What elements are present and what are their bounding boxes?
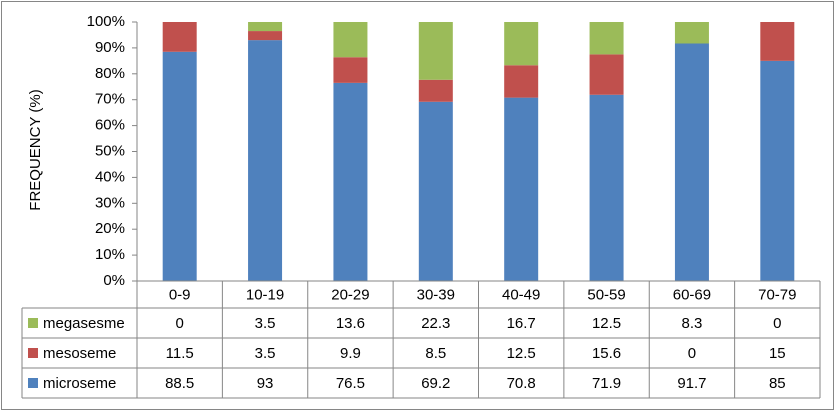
x-tick-label: 60-69 <box>673 286 711 303</box>
y-tick-label: 50% <box>95 142 125 159</box>
table-value: 3.5 <box>255 345 276 362</box>
bar-segment <box>333 22 368 58</box>
table-value: 8.3 <box>682 315 703 332</box>
table-value: 0 <box>176 315 184 332</box>
x-tick-label: 30-39 <box>417 286 455 303</box>
table-value: 12.5 <box>507 345 536 362</box>
legend-label: microseme <box>43 375 116 392</box>
y-tick-label: 70% <box>95 91 125 108</box>
table-value: 11.5 <box>166 345 194 362</box>
y-tick-label: 40% <box>95 168 125 185</box>
bar-segment <box>589 94 624 282</box>
legend-swatch <box>28 318 38 328</box>
y-tick-label: 30% <box>95 194 125 211</box>
x-tick-label: 50-59 <box>587 286 625 303</box>
x-tick-label: 40-49 <box>502 286 540 303</box>
table-value: 0 <box>773 315 781 332</box>
bar-segment <box>333 82 368 282</box>
legend-label: mesoseme <box>43 345 116 362</box>
table-value: 0 <box>688 345 696 362</box>
table-value: 15.6 <box>592 345 621 362</box>
bar-segment <box>162 22 197 52</box>
x-tick-label: 10-19 <box>246 286 284 303</box>
bar-segment <box>589 54 624 95</box>
y-tick-label: 90% <box>95 39 125 56</box>
legend-swatch <box>28 378 38 388</box>
table-value: 69.2 <box>421 375 450 392</box>
bar-segment <box>333 57 368 83</box>
y-tick-label: 20% <box>95 220 125 237</box>
table-value: 76.5 <box>336 375 365 392</box>
bar-segment <box>248 31 283 41</box>
bar-segment <box>674 22 709 44</box>
y-tick-label: 0% <box>103 272 125 289</box>
x-tick-label: 0-9 <box>169 286 191 303</box>
y-axis-title: FREQUENCY (%) <box>27 89 44 210</box>
table-value: 12.5 <box>592 315 621 332</box>
table-value: 13.6 <box>336 315 365 332</box>
y-tick-label: 100% <box>87 13 125 30</box>
bar-segment <box>760 60 795 281</box>
bar-segment <box>760 22 795 61</box>
y-tick-label: 80% <box>95 65 125 82</box>
table-value: 22.3 <box>421 315 450 332</box>
bar-segment <box>674 43 709 281</box>
bar-segment <box>418 101 453 281</box>
legend-label: megasesme <box>43 315 125 332</box>
table-value: 16.7 <box>507 315 536 332</box>
table-value: 70.8 <box>507 375 536 392</box>
x-tick-label: 20-29 <box>331 286 369 303</box>
bar-segment <box>418 22 453 80</box>
legend-swatch <box>28 348 38 358</box>
table-value: 88.5 <box>165 375 194 392</box>
table-value: 8.5 <box>425 345 446 362</box>
bar-segment <box>248 22 283 32</box>
x-tick-label: 70-79 <box>758 286 796 303</box>
bar-segment <box>418 79 453 102</box>
table-value: 93 <box>257 375 274 392</box>
bar-segment <box>162 51 197 281</box>
table-value: 91.7 <box>677 375 706 392</box>
bar-segment <box>504 97 539 282</box>
bar-segment <box>248 40 283 281</box>
table-value: 15 <box>769 345 786 362</box>
y-tick-label: 10% <box>95 246 125 263</box>
table-value: 85 <box>769 375 786 392</box>
bar-segment <box>504 22 539 66</box>
y-tick-label: 60% <box>95 117 125 134</box>
table-value: 3.5 <box>255 315 276 332</box>
table-value: 9.9 <box>340 345 361 362</box>
bar-segment <box>589 22 624 55</box>
bar-segment <box>504 65 539 98</box>
table-value: 71.9 <box>592 375 621 392</box>
